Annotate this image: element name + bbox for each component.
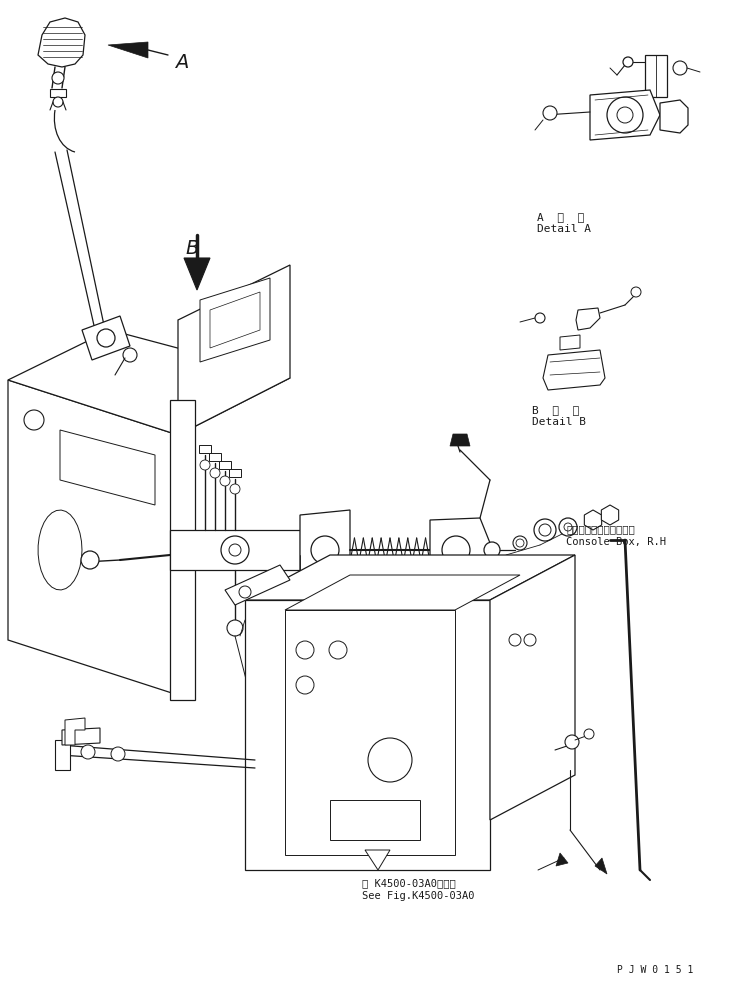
Polygon shape (65, 718, 85, 745)
Circle shape (565, 735, 579, 749)
Text: A: A (175, 52, 189, 72)
Polygon shape (595, 858, 607, 874)
Text: Detail A: Detail A (537, 224, 591, 234)
Polygon shape (82, 316, 130, 360)
Circle shape (239, 586, 251, 598)
Text: P J W 0 1 5 1: P J W 0 1 5 1 (617, 965, 693, 975)
Polygon shape (229, 469, 241, 477)
Polygon shape (330, 800, 420, 840)
Polygon shape (590, 90, 660, 140)
Text: ・右コンソールボックス: ・右コンソールボックス (566, 524, 635, 534)
Circle shape (524, 634, 536, 646)
Polygon shape (285, 610, 455, 855)
Polygon shape (60, 430, 155, 505)
Circle shape (559, 518, 577, 536)
Circle shape (442, 536, 470, 564)
Bar (55, 740, 70, 770)
Circle shape (230, 484, 240, 494)
Polygon shape (8, 330, 290, 435)
Polygon shape (38, 510, 82, 590)
Circle shape (631, 287, 641, 297)
Polygon shape (170, 530, 300, 570)
Polygon shape (178, 265, 290, 435)
Polygon shape (210, 292, 260, 348)
Text: 第 K4500-03A0図参照: 第 K4500-03A0図参照 (362, 878, 456, 888)
Circle shape (24, 410, 44, 430)
Polygon shape (200, 278, 270, 362)
Circle shape (296, 641, 314, 659)
Circle shape (564, 523, 572, 531)
Polygon shape (660, 100, 688, 133)
Polygon shape (199, 445, 211, 453)
Circle shape (53, 97, 63, 107)
Polygon shape (490, 555, 575, 820)
Circle shape (296, 676, 314, 694)
Circle shape (329, 641, 347, 659)
Circle shape (534, 519, 556, 541)
Polygon shape (602, 505, 619, 525)
Polygon shape (576, 308, 600, 330)
Polygon shape (62, 728, 100, 745)
Polygon shape (8, 380, 178, 695)
Circle shape (484, 542, 500, 558)
Circle shape (52, 72, 64, 84)
Polygon shape (219, 461, 231, 469)
Circle shape (81, 551, 99, 569)
Polygon shape (365, 850, 390, 870)
Polygon shape (556, 853, 568, 866)
Polygon shape (108, 42, 148, 58)
Circle shape (229, 544, 241, 556)
Circle shape (210, 468, 220, 478)
Circle shape (543, 106, 557, 120)
Bar (645, 55, 667, 97)
Circle shape (584, 729, 594, 739)
Polygon shape (543, 350, 605, 390)
Circle shape (81, 745, 95, 759)
Polygon shape (209, 453, 221, 461)
Polygon shape (38, 18, 85, 67)
Circle shape (220, 476, 230, 486)
Circle shape (513, 536, 527, 550)
Circle shape (617, 107, 633, 123)
Polygon shape (584, 510, 602, 530)
Circle shape (227, 620, 243, 636)
Text: B  詳  細: B 詳 細 (532, 405, 579, 415)
Text: Console Box, R.H: Console Box, R.H (566, 537, 666, 547)
Circle shape (607, 97, 643, 133)
Circle shape (221, 536, 249, 564)
Circle shape (535, 313, 545, 323)
Text: B: B (185, 238, 198, 258)
Circle shape (123, 348, 137, 362)
Circle shape (673, 61, 687, 75)
Circle shape (97, 329, 115, 347)
Circle shape (200, 460, 210, 470)
Polygon shape (430, 518, 492, 580)
Circle shape (516, 539, 524, 547)
Text: A  詳  細: A 詳 細 (537, 212, 584, 222)
Text: See Fig.K4500-03A0: See Fig.K4500-03A0 (362, 891, 475, 901)
Polygon shape (245, 600, 490, 870)
Polygon shape (285, 575, 520, 610)
Circle shape (623, 57, 633, 67)
Polygon shape (225, 565, 290, 605)
Polygon shape (450, 434, 470, 446)
Bar (50, 89, 66, 97)
Polygon shape (184, 258, 210, 290)
Text: Detail B: Detail B (532, 417, 586, 427)
Circle shape (368, 738, 412, 782)
Polygon shape (300, 510, 350, 590)
Polygon shape (170, 400, 195, 700)
Circle shape (539, 524, 551, 536)
Circle shape (111, 747, 125, 761)
Circle shape (311, 536, 339, 564)
Polygon shape (245, 555, 575, 600)
Circle shape (509, 634, 521, 646)
Polygon shape (560, 335, 580, 350)
